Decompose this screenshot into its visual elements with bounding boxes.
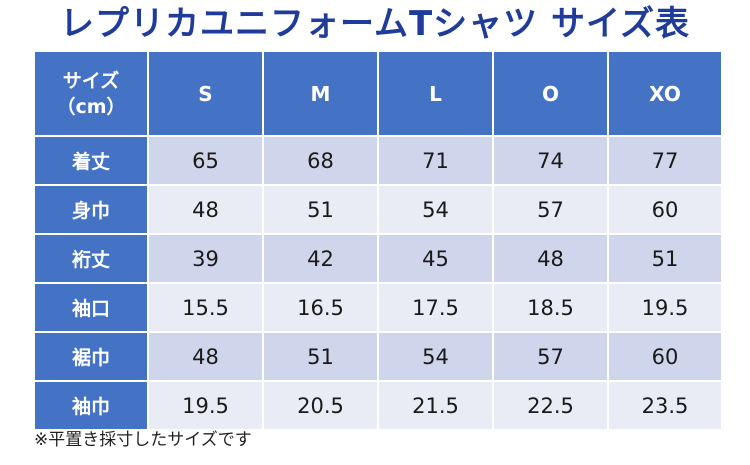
size-table: サイズ （cm） S M L O XO 着丈 65 68 71 74 77 身巾…: [33, 50, 723, 431]
row-header: 裾巾: [33, 331, 149, 382]
page-title: レプリカユニフォームTシャツ サイズ表: [60, 4, 690, 44]
table-cell: 23.5: [607, 380, 723, 431]
table-row: 裄丈 39 42 45 48 51: [33, 233, 723, 284]
table-cell: 20.5: [262, 380, 379, 431]
footnote: ※平置き採寸したサイズです: [34, 430, 252, 450]
table-cell: 68: [262, 135, 379, 186]
table-cell: 19.5: [147, 380, 264, 431]
table-cell: 57: [492, 331, 609, 382]
table-cell: 60: [607, 331, 723, 382]
corner-header-line1: サイズ: [62, 69, 120, 92]
table-cell: 48: [147, 184, 264, 235]
table-cell: 17.5: [377, 282, 494, 333]
column-header-o: O: [492, 50, 609, 137]
table-cell: 51: [262, 184, 379, 235]
row-header: 身巾: [33, 184, 149, 235]
table-cell: 74: [492, 135, 609, 186]
table-cell: 65: [147, 135, 264, 186]
table-cell: 48: [147, 331, 264, 382]
row-header: 裄丈: [33, 233, 149, 284]
table-row: 身巾 48 51 54 57 60: [33, 184, 723, 235]
table-row: 袖巾 19.5 20.5 21.5 22.5 23.5: [33, 380, 723, 431]
corner-header: サイズ （cm）: [33, 50, 149, 137]
corner-header-line2: （cm）: [56, 95, 126, 118]
column-header-l: L: [377, 50, 494, 137]
table-cell: 21.5: [377, 380, 494, 431]
table-cell: 39: [147, 233, 264, 284]
table-cell: 16.5: [262, 282, 379, 333]
table-cell: 71: [377, 135, 494, 186]
table-cell: 54: [377, 331, 494, 382]
table-cell: 15.5: [147, 282, 264, 333]
table-cell: 19.5: [607, 282, 723, 333]
table-row: 裾巾 48 51 54 57 60: [33, 331, 723, 382]
table-cell: 60: [607, 184, 723, 235]
row-header: 着丈: [33, 135, 149, 186]
table-cell: 18.5: [492, 282, 609, 333]
table-cell: 57: [492, 184, 609, 235]
table-cell: 54: [377, 184, 494, 235]
table-cell: 51: [607, 233, 723, 284]
row-header: 袖口: [33, 282, 149, 333]
table-cell: 22.5: [492, 380, 609, 431]
table-row: 着丈 65 68 71 74 77: [33, 135, 723, 186]
table-cell: 45: [377, 233, 494, 284]
table-cell: 48: [492, 233, 609, 284]
column-header-xo: XO: [607, 50, 723, 137]
column-header-s: S: [147, 50, 264, 137]
table-cell: 77: [607, 135, 723, 186]
table-cell: 51: [262, 331, 379, 382]
column-header-m: M: [262, 50, 379, 137]
row-header: 袖巾: [33, 380, 149, 431]
header-row: サイズ （cm） S M L O XO: [33, 50, 723, 137]
table-cell: 42: [262, 233, 379, 284]
table-row: 袖口 15.5 16.5 17.5 18.5 19.5: [33, 282, 723, 333]
